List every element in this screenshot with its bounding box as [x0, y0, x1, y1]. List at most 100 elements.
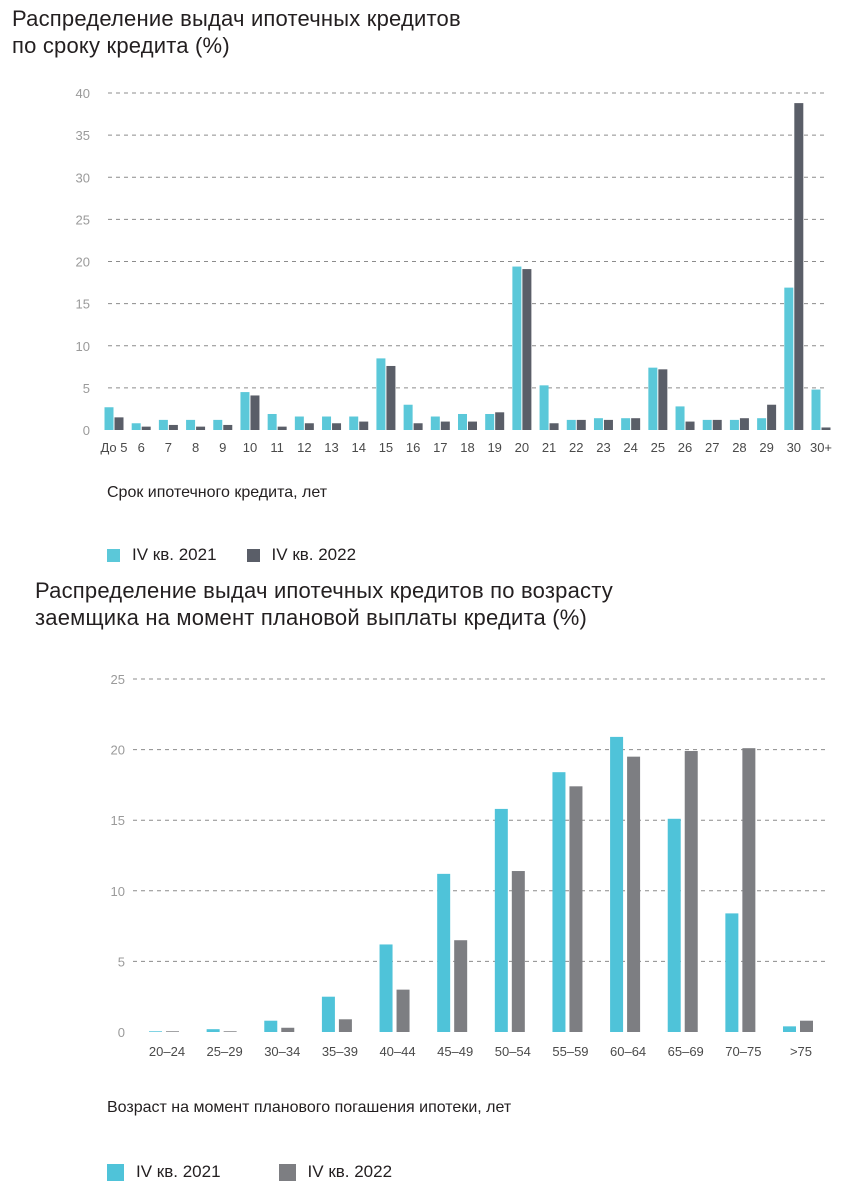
x-tick-label: 30	[787, 440, 801, 455]
legend-label-2021: IV кв. 2021	[136, 1162, 221, 1181]
x-tick-label: 25	[651, 440, 665, 455]
bar-2021	[379, 944, 393, 1032]
chart-1-title-line-2: по сроку кредита (%)	[12, 33, 230, 58]
bar-2022	[742, 748, 756, 1032]
chart-term-distribution: Распределение выдач ипотечных кредитов п…	[0, 0, 850, 580]
bar-2021	[552, 772, 566, 1032]
bar-2022	[739, 418, 749, 430]
bar-2021	[240, 392, 250, 430]
bar-2021	[403, 404, 413, 430]
chart-1-title: Распределение выдач ипотечных кредитов п…	[12, 5, 461, 59]
chart-1-legend-item-2022: IV кв. 2022	[246, 545, 356, 565]
bar-2021	[322, 416, 332, 430]
y-tick-label: 5	[118, 954, 125, 969]
bar-2022	[338, 1019, 352, 1032]
bar-2022	[114, 417, 124, 430]
bar-2021	[512, 266, 522, 430]
bar-2022	[800, 1020, 813, 1032]
x-tick-label: 26	[678, 440, 692, 455]
bar-2021	[349, 416, 359, 430]
y-tick-label: 0	[83, 423, 90, 438]
bar-2022	[794, 103, 804, 431]
bar-2022	[277, 426, 287, 430]
bar-2021	[811, 389, 821, 430]
bar-2022	[767, 404, 777, 430]
bar-2022	[440, 421, 450, 430]
legend-label-2021: IV кв. 2021	[132, 545, 217, 564]
x-tick-label: 13	[324, 440, 338, 455]
bar-2021	[539, 385, 549, 430]
x-tick-label: 29	[759, 440, 773, 455]
x-tick-label: 70–75	[725, 1044, 761, 1059]
x-tick-label: 15	[379, 440, 393, 455]
bar-2022	[223, 424, 233, 430]
chart-2-legend: IV кв. 2021 IV кв. 2022	[107, 1162, 422, 1182]
chart-age-distribution: Распределение выдач ипотечных кредитов п…	[0, 575, 850, 1200]
y-tick-label: 5	[83, 381, 90, 396]
bar-2021	[494, 808, 508, 1032]
bar-2022	[685, 421, 695, 430]
bar-2021	[131, 423, 141, 430]
x-tick-label: 35–39	[322, 1044, 358, 1059]
x-tick-label: До 5	[100, 440, 127, 455]
x-tick-label: 23	[596, 440, 610, 455]
bar-2022	[223, 1031, 237, 1032]
chart-2-legend-item-2021: IV кв. 2021	[107, 1162, 221, 1182]
bar-2022	[569, 786, 583, 1032]
bar-2021	[213, 419, 223, 430]
chart-1-x-axis-label: Срок ипотечного кредита, лет	[107, 484, 328, 501]
bar-2022	[359, 421, 369, 430]
bar-2021	[437, 873, 451, 1032]
bar-2022	[196, 426, 206, 430]
x-tick-label: 60–64	[610, 1044, 646, 1059]
chart-2-title-line-2: заемщика на момент плановой выплаты кред…	[35, 605, 588, 630]
bar-2022	[396, 989, 410, 1032]
y-tick-label: 35	[76, 128, 90, 143]
legend-label-2022: IV кв. 2022	[307, 1162, 393, 1181]
bar-2022	[304, 423, 314, 430]
chart-2-legend-item-2022: IV кв. 2022	[278, 1162, 393, 1182]
x-tick-label: 30–34	[264, 1044, 300, 1059]
bar-2022	[522, 269, 532, 430]
legend-swatch-2022	[278, 1163, 296, 1181]
y-tick-label: 40	[76, 86, 90, 101]
bar-2021	[566, 419, 576, 430]
x-tick-label: 14	[351, 440, 365, 455]
x-tick-label: 16	[406, 440, 420, 455]
bar-2021	[104, 407, 114, 430]
chart-1-title-line-1: Распределение выдач ипотечных кредитов	[12, 6, 461, 31]
bar-2021	[430, 416, 440, 430]
x-tick-label: 17	[433, 440, 447, 455]
bar-2022	[712, 419, 722, 430]
bar-2022	[413, 423, 423, 430]
x-tick-label: 6	[138, 440, 145, 455]
y-tick-label: 25	[76, 212, 90, 227]
bar-2022	[168, 424, 178, 430]
bar-2021	[458, 413, 467, 430]
y-tick-label: 0	[118, 1025, 125, 1040]
bar-2021	[648, 367, 658, 430]
bar-2022	[141, 426, 151, 430]
bar-2021	[158, 419, 168, 430]
x-tick-label: 65–69	[668, 1044, 704, 1059]
x-tick-label: 50–54	[495, 1044, 531, 1059]
x-tick-label: 20	[515, 440, 529, 455]
y-tick-label: 15	[111, 813, 125, 828]
legend-swatch-2022	[246, 548, 260, 562]
bar-2022	[468, 421, 477, 430]
chart-2-x-axis-label: Возраст на момент планового погашения ип…	[107, 1099, 512, 1116]
bar-2021	[485, 413, 495, 430]
bar-2021	[610, 736, 624, 1032]
x-tick-label: 22	[569, 440, 583, 455]
bar-2022	[549, 423, 559, 430]
y-tick-label: 15	[76, 297, 90, 312]
x-tick-label: 8	[192, 440, 199, 455]
x-tick-label: 25–29	[207, 1044, 243, 1059]
bar-2021	[294, 416, 304, 430]
chart-2-plot: 0 5 10 15 20 25 20–24 25–29 30–34 35–39 40–44 45–49…	[111, 672, 829, 1059]
bar-2022	[386, 365, 396, 430]
y-tick-label: 25	[111, 672, 125, 687]
chart-2-title-line-1: Распределение выдач ипотечных кредитов п…	[35, 578, 613, 603]
x-tick-label: 28	[732, 440, 746, 455]
chart-1-plot: 0 5 10 15 20 25 30 35 40 До 5 6 7 8 9 10 11 12 13 14 15 16 17…	[76, 86, 833, 455]
